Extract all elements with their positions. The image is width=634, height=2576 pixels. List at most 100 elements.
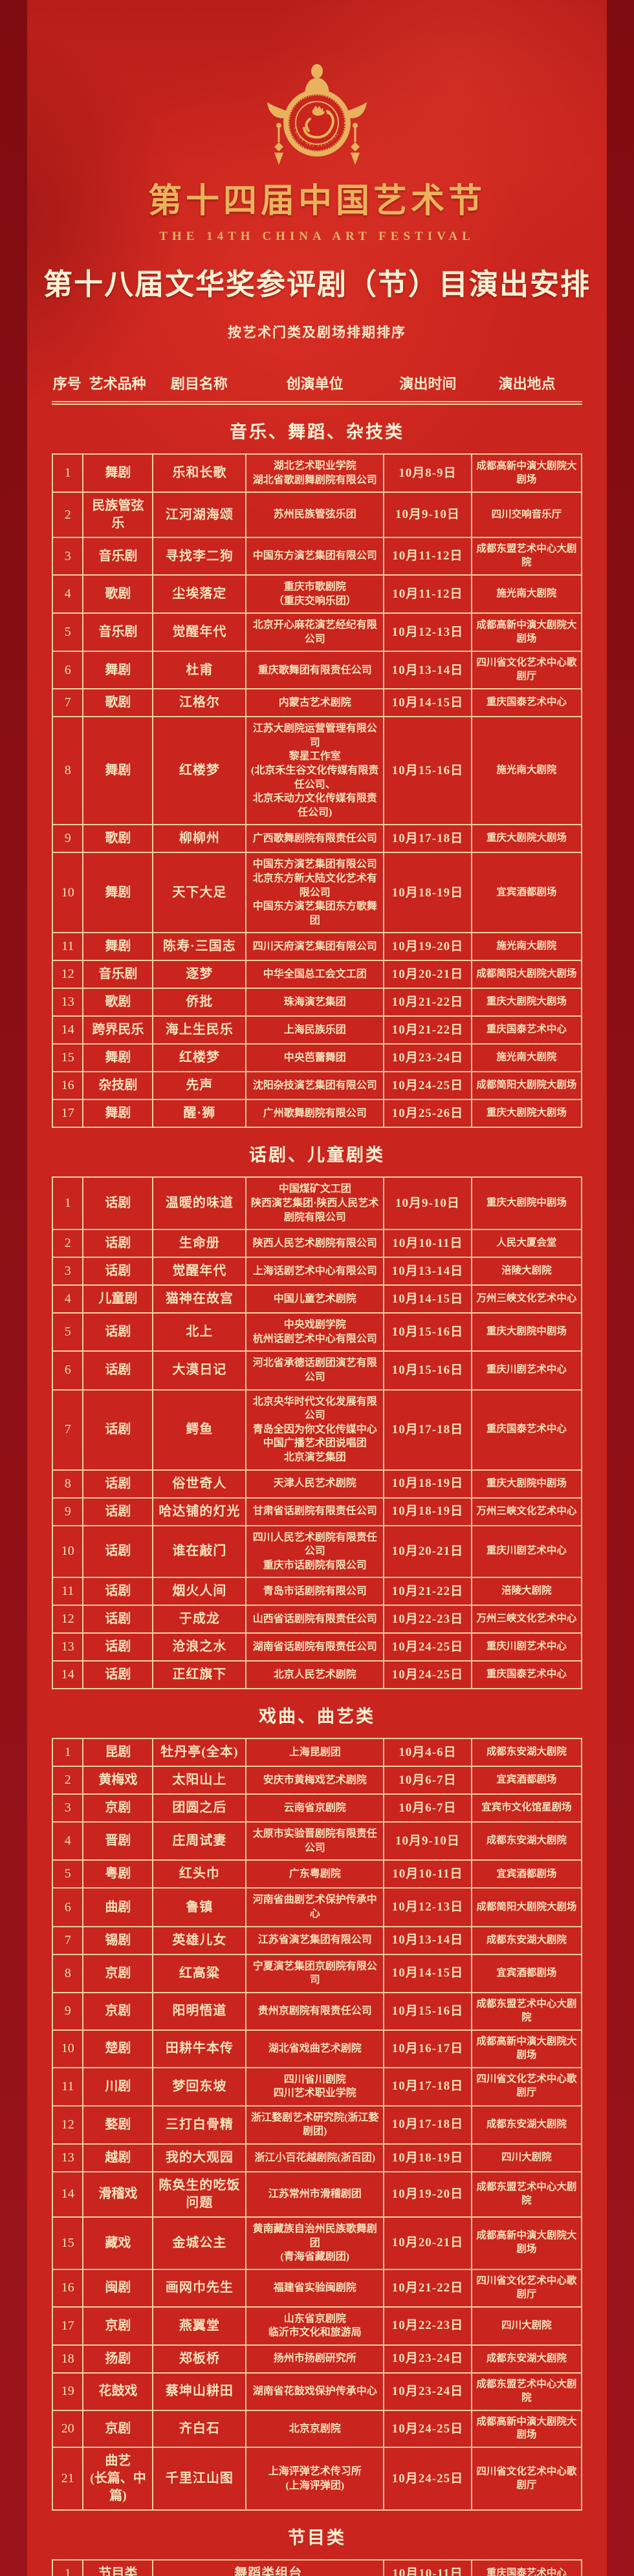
cell-art-type: 藏戏 — [82, 2216, 154, 2270]
cell-dates: 10月23-24日 — [383, 2344, 472, 2374]
cell-index: 7 — [51, 1389, 84, 1471]
cell-dates: 10月22-23日 — [383, 1605, 472, 1634]
cell-producer: 中国东方演艺集团有限公司 北京东方新大陆文化艺术有限公司 中国东方演艺集团东方歌… — [245, 852, 385, 934]
cell-dates: 10月8-9日 — [383, 453, 472, 493]
cell-producer: 云南省京剧院 — [245, 1793, 385, 1823]
cell-title: 梦回东坡 — [152, 2066, 247, 2106]
cell-art-type: 民族管弦乐 — [82, 492, 154, 539]
cell-index: 14 — [51, 1660, 84, 1690]
cell-title: 江河湖海颂 — [152, 492, 247, 539]
cell-dates: 10月20-21日 — [383, 960, 472, 990]
cell-producer: 珠海演艺集团 — [245, 988, 385, 1017]
cell-index: 6 — [51, 1887, 84, 1927]
cell-title: 庄周试妻 — [152, 1821, 247, 1861]
table-row: 12 音乐剧 逐梦 中华全国总工会文工团 10月20-21日 成都简阳大剧院大剧场 — [51, 960, 583, 990]
cell-producer: 四川省川剧院 四川艺术职业学院 — [245, 2066, 385, 2106]
cell-dates: 10月12-13日 — [383, 1887, 472, 1927]
festival-title-en: THE 14TH CHINA ART FESTIVAL — [159, 230, 475, 243]
cell-dates: 10月18-19日 — [383, 1469, 472, 1499]
cell-art-type: 话剧 — [82, 1257, 154, 1286]
cell-producer: 广东粤剧院 — [245, 1859, 385, 1889]
cell-title: 柳柳州 — [152, 824, 247, 854]
cell-title: 画网巾先生 — [152, 2268, 247, 2308]
cell-dates: 10月15-16日 — [383, 1350, 472, 1391]
cell-producer: 重庆歌舞团有限责任公司 — [245, 651, 385, 690]
cell-dates: 10月21-22日 — [383, 1577, 472, 1607]
cell-venue: 重庆国泰艺术中心 — [470, 1389, 583, 1471]
table-row: 14 跨界民乐 海上生民乐 上海民族乐团 10月21-22日 重庆国泰艺术中心 — [51, 1015, 583, 1045]
cell-art-type: 昆剧 — [82, 1738, 154, 1768]
cell-index: 17 — [51, 2306, 84, 2346]
cell-venue: 重庆大剧院大剧场 — [470, 988, 583, 1017]
cell-art-type: 歌剧 — [82, 574, 154, 614]
cell-index: 4 — [51, 574, 84, 614]
cell-venue: 成都东安湖大剧院 — [470, 2105, 583, 2145]
cell-producer: 沈阳杂技演艺集团有限公司 — [245, 1071, 385, 1101]
festival-emblem-icon: CHINA ART FESTIVAL — [267, 64, 367, 165]
cell-index: 13 — [51, 2143, 84, 2172]
cell-index: 13 — [51, 988, 84, 1017]
table-row: 10 楚剧 田耕牛本传 湖北省戏曲艺术剧院 10月16-17日 成都高新中演大剧院大剧场 — [51, 2029, 583, 2068]
section-title-3: 戏曲、曲艺类 — [259, 1707, 375, 1727]
table-row: 1 节目类 舞蹈类组台 10月10-11日 重庆国泰艺术中心 — [51, 2559, 583, 2576]
table-row: 4 儿童剧 猫神在故宫 中国儿童艺术剧院 10月14-15日 万州三峡文化艺术中心 — [51, 1284, 583, 1314]
cell-title: 阳明悟道 — [152, 1991, 247, 2031]
column-header-2: 艺术品种 — [89, 376, 146, 392]
cell-art-type: 话剧 — [82, 1176, 154, 1231]
cell-title: 谁在敲门 — [152, 1524, 247, 1579]
schedule-sections: 音乐、舞蹈、杂技类 1 舞剧 乐和长歌 湖北艺术职业学院 湖北省歌剧舞剧院有限公司 10月… — [27, 418, 607, 2576]
table-row: 6 话剧 大漠日记 河北省承德话剧团演艺有限公司 10月15-16日 重庆川剧艺术中心 — [51, 1350, 583, 1391]
cell-index: 11 — [51, 1577, 84, 1607]
column-header-1: 序号 — [52, 376, 82, 392]
sorting-note: 按艺术门类及剧场排期排序 — [228, 325, 406, 340]
cell-producer: 安庆市黄梅戏艺术剧院 — [245, 1766, 385, 1795]
cell-art-type: 舞剧 — [82, 1043, 154, 1073]
cell-dates: 10月24-25日 — [383, 1071, 472, 1101]
cell-producer: 甘肃省话剧院有限责任公司 — [245, 1497, 385, 1526]
cell-dates: 10月18-19日 — [383, 2143, 472, 2172]
cell-art-type: 儿童剧 — [82, 1284, 154, 1314]
section-title-2: 话剧、儿童剧类 — [249, 1145, 385, 1165]
cell-venue: 四川交响音乐厅 — [470, 492, 583, 539]
table-row: 9 话剧 哈达铺的灯光 甘肃省话剧院有限责任公司 10月18-19日 万州三峡文化艺术中心 — [51, 1497, 583, 1526]
cell-dates: 10月9-10日 — [383, 492, 472, 539]
cell-title: 杜甫 — [152, 651, 247, 690]
cell-producer: 四川天府演艺集团有限公司 — [245, 932, 385, 962]
cell-art-type: 京剧 — [82, 1953, 154, 1993]
cell-index: 15 — [51, 1043, 84, 1073]
table-row: 11 川剧 梦回东坡 四川省川剧院 四川艺术职业学院 10月17-18日 四川省文化艺术中… — [51, 2066, 583, 2106]
cell-index: 9 — [51, 824, 84, 854]
poster-header: CHINA ART FESTIVAL 第十四届中国艺术节 THE 14TH CH… — [27, 0, 607, 341]
cell-producer: 贵州京剧院有限责任公司 — [245, 1991, 385, 2031]
table-row: 8 话剧 俗世奇人 天津人民艺术剧院 10月18-19日 重庆大剧院中剧场 — [51, 1469, 583, 1499]
cell-dates: 10月14-15日 — [383, 1284, 472, 1314]
cell-index: 3 — [51, 1793, 84, 1823]
cell-art-type: 花鼓戏 — [82, 2372, 154, 2411]
cell-title: 红头巾 — [152, 1859, 247, 1889]
cell-index: 9 — [51, 1991, 84, 2031]
cell-producer: 山东省京剧院 临沂市文化和旅游局 — [245, 2306, 385, 2346]
cell-dates: 10月16-17日 — [383, 2029, 472, 2068]
table-row: 6 曲剧 鲁镇 河南省曲剧艺术保护传承中心 10月12-13日 成都简阳大剧院大剧场 — [51, 1887, 583, 1927]
cell-title: 陈寿·三国志 — [152, 932, 247, 962]
festival-title-cn: 第十四届中国艺术节 — [148, 183, 486, 220]
cell-dates: 10月21-22日 — [383, 1015, 472, 1045]
cell-venue: 施光南大剧院 — [470, 716, 583, 826]
cell-art-type: 话剧 — [82, 1632, 154, 1662]
cell-producer: 陕西人民艺术剧院有限公司 — [245, 1229, 385, 1259]
cell-title: 鳄鱼 — [152, 1389, 247, 1471]
cell-dates: 10月11-12日 — [383, 574, 472, 614]
cell-index: 5 — [51, 612, 84, 653]
cell-title: 田耕牛本传 — [152, 2029, 247, 2068]
cell-venue: 万州三峡文化艺术中心 — [470, 1605, 583, 1634]
cell-title: 蔡坤山耕田 — [152, 2372, 247, 2411]
table-row: 11 舞剧 陈寿·三国志 四川天府演艺集团有限公司 10月19-20日 施光南大剧院 — [51, 932, 583, 962]
cell-index: 16 — [51, 2268, 84, 2308]
cell-producer: 河北省承德话剧团演艺有限公司 — [245, 1350, 385, 1391]
cell-art-type: 舞剧 — [82, 932, 154, 962]
cell-title: 俗世奇人 — [152, 1469, 247, 1499]
table-row: 7 锡剧 英雄儿女 江苏省演艺集团有限公司 10月13-14日 成都东安湖大剧院 — [51, 1925, 583, 1955]
cell-venue: 重庆大剧院大剧场 — [470, 824, 583, 854]
cell-venue: 涪陵大剧院 — [470, 1257, 583, 1286]
cell-title: 陈奂生的吃饭问题 — [152, 2170, 247, 2218]
